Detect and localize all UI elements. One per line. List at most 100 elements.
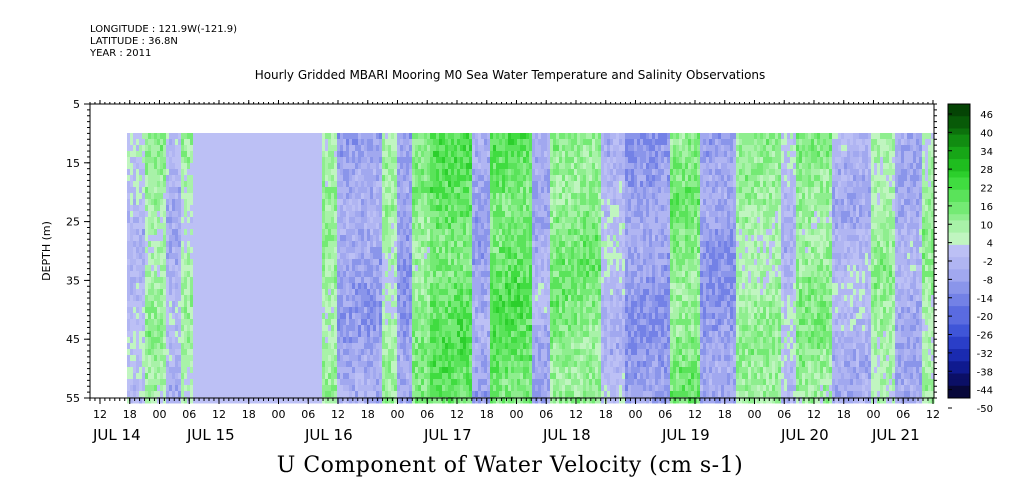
heatmap-cell (127, 295, 131, 302)
heatmap-cell (184, 307, 188, 314)
heatmap-cell (265, 151, 269, 158)
heatmap-cell (436, 295, 440, 302)
heatmap-cell (451, 319, 455, 326)
heatmap-cell (190, 337, 194, 344)
heatmap-cell (190, 277, 194, 284)
heatmap-cell (196, 391, 200, 398)
heatmap-cell (205, 355, 209, 362)
heatmap-cell (307, 277, 311, 284)
heatmap-cell (337, 379, 341, 386)
heatmap-cell (265, 313, 269, 320)
heatmap-cell (277, 325, 281, 332)
heatmap-cell (358, 223, 362, 230)
heatmap-cell (232, 319, 236, 326)
heatmap-cell (190, 253, 194, 260)
heatmap-cell (403, 265, 407, 272)
heatmap-cell (256, 313, 260, 320)
heatmap-cell (316, 331, 320, 338)
heatmap-cell (193, 175, 197, 182)
heatmap-cell (373, 199, 377, 206)
heatmap-cell (157, 211, 161, 218)
heatmap-cell (241, 211, 245, 218)
heatmap-cell (283, 181, 287, 188)
heatmap-cell (427, 175, 431, 182)
heatmap-cell (202, 277, 206, 284)
heatmap-cell (370, 355, 374, 362)
heatmap-cell (394, 355, 398, 362)
heatmap-cell (235, 217, 239, 224)
heatmap-cell (412, 133, 416, 140)
heatmap-cell (235, 169, 239, 176)
heatmap-cell (379, 253, 383, 260)
heatmap-cell (238, 277, 242, 284)
heatmap-cell (346, 247, 350, 254)
heatmap-cell (220, 193, 224, 200)
heatmap-cell (208, 373, 212, 380)
heatmap-cell (193, 373, 197, 380)
heatmap-cell (367, 151, 371, 158)
heatmap-cell (277, 343, 281, 350)
heatmap-cell (181, 385, 185, 392)
heatmap-cell (349, 367, 353, 374)
heatmap-cell (334, 199, 338, 206)
heatmap-cell (175, 163, 179, 170)
heatmap-cell (133, 307, 137, 314)
heatmap-cell (355, 355, 359, 362)
heatmap-cell (361, 385, 365, 392)
heatmap-cell (208, 367, 212, 374)
heatmap-cell (343, 175, 347, 182)
heatmap-cell (157, 151, 161, 158)
heatmap-cell (130, 253, 134, 260)
heatmap-cell (406, 145, 410, 152)
heatmap-cell (346, 139, 350, 146)
heatmap-cell (256, 301, 260, 308)
heatmap-cell (145, 349, 149, 356)
heatmap-cell (319, 283, 323, 290)
heatmap-cell (169, 217, 173, 224)
heatmap-cell (343, 259, 347, 266)
heatmap-cell (334, 145, 338, 152)
heatmap-cell (370, 205, 374, 212)
heatmap-cell (247, 355, 251, 362)
heatmap-cell (391, 301, 395, 308)
heatmap-cell (337, 265, 341, 272)
heatmap-cell (418, 163, 422, 170)
heatmap-cell (349, 373, 353, 380)
heatmap-cell (148, 241, 152, 248)
heatmap-cell (196, 157, 200, 164)
heatmap-cell (352, 229, 356, 236)
heatmap-cell (385, 331, 389, 338)
heatmap-cell (421, 247, 425, 254)
heatmap-cell (334, 319, 338, 326)
heatmap-cell (352, 343, 356, 350)
heatmap-cell (127, 397, 131, 404)
heatmap-cell (241, 379, 245, 386)
heatmap-cell (199, 133, 203, 140)
heatmap-cell (295, 355, 299, 362)
heatmap-cell (355, 301, 359, 308)
heatmap-cell (451, 331, 455, 338)
heatmap-cell (256, 139, 260, 146)
heatmap-cell (436, 367, 440, 374)
heatmap-cell (211, 229, 215, 236)
heatmap-cell (139, 241, 143, 248)
heatmap-cell (235, 283, 239, 290)
heatmap-cell (367, 283, 371, 290)
heatmap-cell (373, 205, 377, 212)
heatmap-cell (274, 283, 278, 290)
heatmap-cell (334, 295, 338, 302)
heatmap-cell (190, 187, 194, 194)
heatmap-cell (379, 313, 383, 320)
heatmap-cell (424, 181, 428, 188)
heatmap-cell (271, 301, 275, 308)
heatmap-cell (268, 361, 272, 368)
heatmap-cell (364, 205, 368, 212)
heatmap-cell (328, 283, 332, 290)
heatmap-cell (325, 379, 329, 386)
heatmap-cell (145, 235, 149, 242)
heatmap-cell (382, 205, 386, 212)
heatmap-cell (196, 289, 200, 296)
heatmap-cell (238, 313, 242, 320)
heatmap-cell (133, 265, 137, 272)
heatmap-cell (268, 319, 272, 326)
